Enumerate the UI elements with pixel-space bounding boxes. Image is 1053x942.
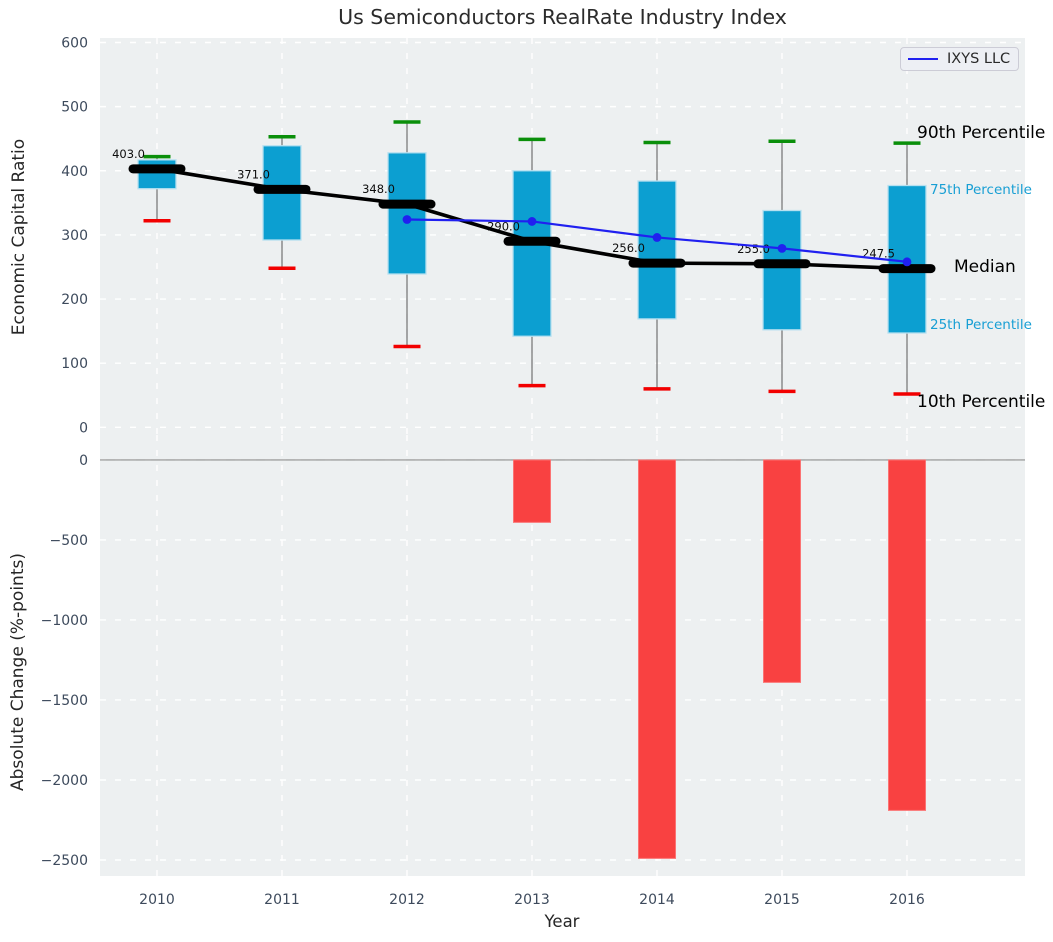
ytick-top-500: 500 xyxy=(61,100,88,116)
median-series xyxy=(128,164,936,274)
median-value-label-2010: 403.0 xyxy=(112,147,145,161)
annotation-median: Median xyxy=(954,257,1016,277)
median-marker-2012 xyxy=(378,199,436,209)
ytick-bottom--1500: −1500 xyxy=(41,693,88,709)
median-marker-2010 xyxy=(128,164,186,174)
chart-title: Us Semiconductors RealRate Industry Inde… xyxy=(338,5,787,29)
change-bar-2013 xyxy=(513,459,551,523)
median-marker-2016 xyxy=(878,264,936,274)
ytick-top-400: 400 xyxy=(61,164,88,180)
ytick-top-300: 300 xyxy=(61,228,88,244)
ixys-series xyxy=(402,215,912,267)
legend-label: IXYS LLC xyxy=(947,51,1011,67)
change-bars xyxy=(513,459,926,859)
iqr-box-2012 xyxy=(387,152,427,275)
ytick-bottom--500: −500 xyxy=(50,533,88,549)
ytick-top-200: 200 xyxy=(61,292,88,308)
axes-backgrounds xyxy=(100,38,1025,876)
legend-line-sample xyxy=(908,58,938,60)
median-marker-2014 xyxy=(628,258,686,268)
ixys-point-2013 xyxy=(527,217,537,226)
ylabel-absolute-change: Absolute Change (%-points) xyxy=(8,553,28,791)
iqr-box-2015 xyxy=(762,209,802,331)
ixys-point-2014 xyxy=(652,233,662,242)
xtick-2016: 2016 xyxy=(889,892,925,908)
ixys-point-2012 xyxy=(402,215,412,224)
legend: IXYS LLC xyxy=(900,47,1019,71)
ytick-bottom--1000: −1000 xyxy=(41,613,88,629)
xtick-2015: 2015 xyxy=(764,892,800,908)
ytick-bottom--2000: −2000 xyxy=(41,773,88,789)
median-value-label-2014: 256.0 xyxy=(612,241,645,255)
iqr-box-2010 xyxy=(137,159,177,190)
annotation-90th-percentile: 90th Percentile xyxy=(917,123,1046,143)
ytick-bottom-0: 0 xyxy=(79,453,88,469)
ytick-bottom--2500: −2500 xyxy=(41,853,88,869)
annotation-25th-percentile: 25th Percentile xyxy=(930,317,1032,333)
median-marker-2015 xyxy=(753,259,811,269)
xlabel-year: Year xyxy=(544,912,580,931)
annotation-10th-percentile: 10th Percentile xyxy=(917,392,1046,412)
change-bar-2015 xyxy=(763,459,801,683)
change-bar-2016 xyxy=(888,459,926,811)
xtick-2010: 2010 xyxy=(139,892,175,908)
median-marker-2013 xyxy=(503,236,561,246)
ylabel-economic-capital-ratio: Economic Capital Ratio xyxy=(9,138,29,336)
iqr-box-2013 xyxy=(512,170,552,337)
ytick-top-600: 600 xyxy=(61,35,88,51)
xtick-2012: 2012 xyxy=(389,892,425,908)
xtick-2014: 2014 xyxy=(639,892,675,908)
ixys-point-2015 xyxy=(777,243,787,253)
median-value-label-2011: 371.0 xyxy=(237,167,270,181)
ytick-top-0: 0 xyxy=(79,420,88,436)
median-marker-2011 xyxy=(253,184,311,194)
xtick-2011: 2011 xyxy=(264,892,300,908)
iqr-box-2014 xyxy=(637,180,677,320)
change-bar-2014 xyxy=(638,459,676,859)
ixys-point-2016 xyxy=(902,257,912,267)
median-value-label-2012: 348.0 xyxy=(362,182,395,196)
tick-labels: 600 500 400 300 200 100 0 0 −500 −1000 −1500 −2000 −… xyxy=(41,35,925,908)
ytick-top-100: 100 xyxy=(61,356,88,372)
annotation-75th-percentile: 75th Percentile xyxy=(930,182,1032,198)
xtick-2013: 2013 xyxy=(514,892,550,908)
